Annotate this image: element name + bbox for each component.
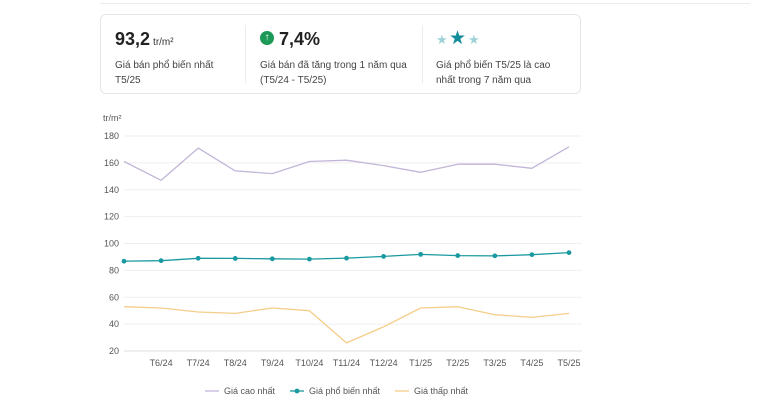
y-tick-label: 180 xyxy=(104,131,119,141)
growth-value: 7,4% xyxy=(279,29,321,49)
x-tick-label: T11/24 xyxy=(333,358,360,368)
x-tick-label: T9/24 xyxy=(261,358,284,368)
y-tick-label: 160 xyxy=(104,158,119,168)
data-point xyxy=(418,251,424,257)
x-tick-label: T2/25 xyxy=(446,358,469,368)
x-tick-label: T7/24 xyxy=(187,358,210,368)
series-line-3 xyxy=(123,306,570,344)
y-axis-unit-label: tr/m² xyxy=(103,113,122,123)
data-point xyxy=(566,250,572,256)
y-tick-label: 120 xyxy=(104,212,119,222)
data-point xyxy=(381,254,386,259)
data-point xyxy=(121,258,127,264)
growth-stat: ↑ 7,4% Giá bán đã tăng trong 1 năm qua (… xyxy=(246,15,422,93)
typical-price-period: T5/25 xyxy=(115,75,141,86)
x-tick-label: T4/25 xyxy=(520,358,543,368)
data-point xyxy=(232,256,238,261)
rank-line-1: Giá phổ biến T5/25 là cao xyxy=(436,60,551,71)
y-tick-label: 100 xyxy=(104,239,119,249)
legend-label: Giá phổ biến nhất xyxy=(309,386,381,396)
x-tick-label: T10/24 xyxy=(295,358,323,368)
star-icon: ★ xyxy=(468,32,480,47)
data-point xyxy=(158,258,164,264)
data-point xyxy=(492,253,498,259)
x-tick-label: T6/24 xyxy=(150,358,173,368)
x-tick-label: T8/24 xyxy=(224,358,247,368)
x-tick-label: T5/25 xyxy=(557,358,580,368)
typical-price-description: Giá bán phổ biến nhất T5/25 xyxy=(115,58,213,88)
data-point xyxy=(269,256,275,262)
growth-period: (T5/24 - T5/25) xyxy=(260,75,327,86)
stat-divider xyxy=(245,25,246,83)
legend-marker xyxy=(294,388,300,394)
y-tick-label: 40 xyxy=(109,319,119,329)
data-point xyxy=(344,255,349,261)
data-point xyxy=(307,256,312,262)
x-tick-label: T1/25 xyxy=(409,358,432,368)
typical-price-label: Giá bán phổ biến nhất xyxy=(115,60,214,71)
top-divider xyxy=(100,3,750,4)
typical-price-value: 93,2 xyxy=(115,29,151,49)
typical-price-value-row: 93,2 tr/m² xyxy=(115,29,174,50)
rank-description: Giá phổ biến T5/25 là cao nhất trong 7 n… xyxy=(436,58,550,88)
growth-label: Giá bán đã tăng trong 1 năm qua xyxy=(260,60,407,71)
typical-price-unit: tr/m² xyxy=(153,37,174,48)
legend-label: Giá cao nhất xyxy=(224,386,276,396)
y-tick-label: 60 xyxy=(109,292,119,302)
y-tick-label: 80 xyxy=(109,265,119,275)
x-tick-label: T3/25 xyxy=(483,358,506,368)
rank-line-2: nhất trong 7 năm qua xyxy=(436,75,532,86)
y-tick-label: 20 xyxy=(109,346,119,356)
series-line-1 xyxy=(123,146,570,181)
rank-stat: ★ ★ ★ Giá phổ biến T5/25 là cao nhất tro… xyxy=(422,15,582,93)
arrow-up-icon: ↑ xyxy=(260,31,274,45)
star-icon: ★ xyxy=(436,32,448,47)
star-filled-icon: ★ xyxy=(449,28,467,49)
price-stats-card: 93,2 tr/m² Giá bán phổ biến nhất T5/25 ↑ … xyxy=(100,14,581,94)
typical-price-stat: 93,2 tr/m² Giá bán phổ biến nhất T5/25 xyxy=(101,15,245,93)
y-tick-label: 140 xyxy=(104,185,119,195)
growth-description: Giá bán đã tăng trong 1 năm qua (T5/24 -… xyxy=(260,58,407,88)
data-point xyxy=(455,253,461,258)
legend-label: Giá thấp nhất xyxy=(414,386,469,396)
data-point xyxy=(195,255,201,261)
data-point xyxy=(529,252,535,258)
stat-divider xyxy=(422,25,423,83)
x-tick-label: T12/24 xyxy=(370,358,398,368)
